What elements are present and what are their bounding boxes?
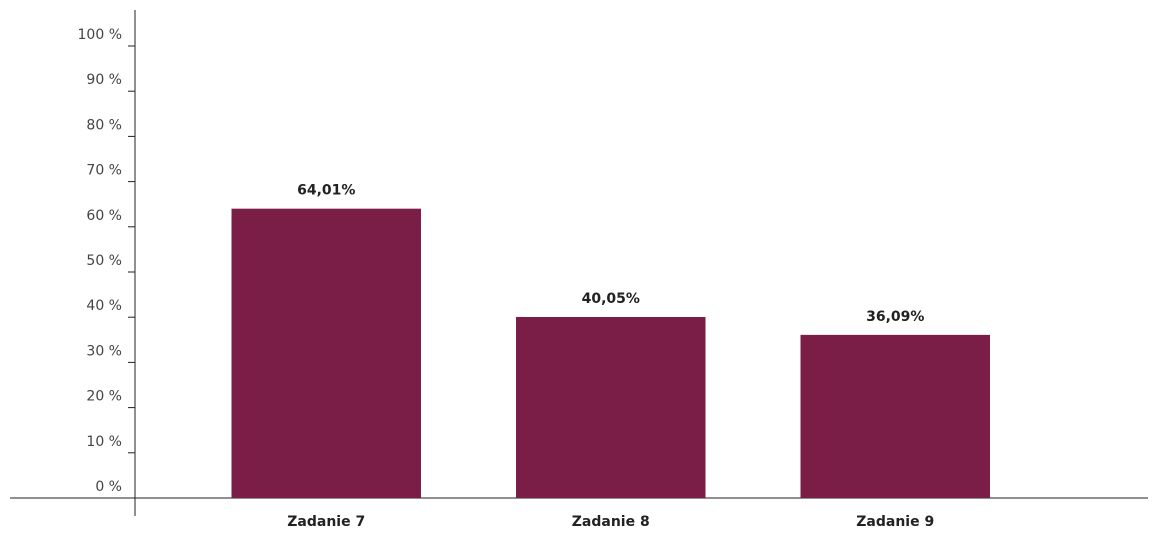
y-tick-label: 60 % [86, 208, 122, 224]
bar [231, 208, 421, 498]
bar [516, 316, 706, 498]
y-tick-label: 70 % [86, 163, 122, 179]
value-label: 36,09% [866, 309, 924, 325]
y-tick-label: 30 % [86, 343, 122, 359]
y-tick-label: 80 % [86, 117, 122, 133]
y-tick-label: 10 % [86, 434, 122, 450]
y-tick-label: 90 % [86, 72, 122, 88]
x-tick-label: Zadanie 7 [287, 514, 365, 530]
y-tick-label: 0 % [95, 479, 122, 495]
x-tick-label: Zadanie 8 [572, 514, 650, 530]
y-tick-label: 20 % [86, 389, 122, 405]
y-tick-label: 100 % [78, 27, 122, 43]
y-tick-label: 50 % [86, 253, 122, 269]
value-label: 64,01% [297, 183, 355, 199]
y-tick-label: 40 % [86, 298, 122, 314]
bar [800, 334, 990, 498]
x-tick-label: Zadanie 9 [856, 514, 934, 530]
value-label: 40,05% [582, 291, 640, 307]
